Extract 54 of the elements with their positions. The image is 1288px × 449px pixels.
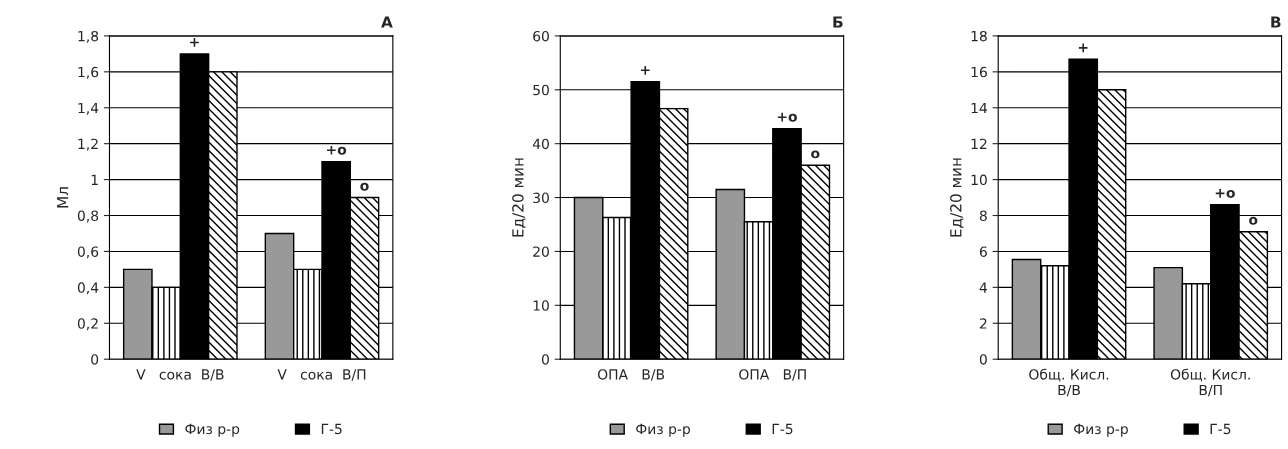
y-tick-label: 10 — [971, 174, 987, 186]
annotation: o — [360, 182, 369, 191]
x-tick-label: Общ. Кисл. В/В — [1029, 368, 1109, 397]
y-tick-label: 50 — [533, 84, 549, 96]
annotation: + — [640, 65, 650, 75]
chart-title: А — [381, 16, 393, 28]
annotation: + — [190, 38, 199, 47]
y-tick-label: 8 — [979, 210, 987, 221]
annotation: +o — [327, 145, 347, 155]
x-tick-label: ОПА В/В — [597, 369, 665, 381]
y-axis-title: Ед/20 мин — [950, 158, 964, 237]
x-tick-label: Общ. Кисл. В/П — [1170, 368, 1250, 397]
annotation: +o — [1215, 188, 1235, 198]
x-tick-label: V сока В/В — [136, 369, 224, 381]
y-tick-label: 1,6 — [78, 66, 99, 79]
legend-label: Физ р-р — [636, 423, 690, 437]
y-tick-label: 0 — [979, 354, 987, 365]
y-tick-label: 16 — [971, 66, 987, 78]
y-tick-label: 6 — [979, 246, 987, 257]
y-tick-label: 2 — [979, 318, 987, 329]
y-tick-label: 30 — [533, 192, 549, 204]
chart-title: В — [1271, 16, 1281, 28]
y-tick-label: 1,2 — [78, 138, 98, 151]
y-tick-label: 10 — [533, 300, 549, 311]
legend-label: Г-5 — [1210, 423, 1231, 435]
x-tick-label: ОПА В/П — [739, 369, 806, 381]
annotation: o — [1249, 216, 1258, 225]
y-tick-label: 18 — [971, 30, 987, 42]
y-axis-title: Ед/20 мин — [512, 158, 526, 237]
y-tick-label: 12 — [971, 138, 987, 149]
y-tick-label: 0,4 — [77, 282, 99, 295]
y-tick-label: 40 — [532, 138, 549, 150]
y-tick-label: 1 — [91, 174, 98, 185]
y-tick-label: 0 — [541, 354, 549, 365]
y-tick-label: 60 — [533, 30, 549, 42]
y-tick-label: 0,6 — [77, 246, 99, 259]
chart-title: Б — [833, 16, 843, 28]
y-tick-label: 4 — [979, 282, 987, 293]
y-tick-label: 14 — [971, 102, 987, 114]
legend-label: Физ р-р — [185, 423, 240, 437]
legend-label: Физ р-р — [1074, 423, 1128, 437]
y-tick-label: 0 — [91, 354, 99, 365]
x-tick-label: V сока В/П — [277, 369, 366, 381]
y-tick-label: 1,4 — [78, 102, 99, 115]
y-tick-label: 1,8 — [78, 30, 99, 43]
y-tick-label: 20 — [533, 246, 549, 257]
annotation: + — [1078, 43, 1088, 53]
annotation: +o — [777, 112, 797, 122]
annotation: o — [811, 150, 820, 159]
y-tick-label: 0,2 — [77, 318, 98, 331]
y-axis-title: Мл — [57, 187, 69, 208]
legend-label: Г-5 — [772, 423, 793, 435]
legend-label: Г-5 — [321, 423, 342, 435]
y-tick-label: 0,8 — [77, 210, 99, 223]
